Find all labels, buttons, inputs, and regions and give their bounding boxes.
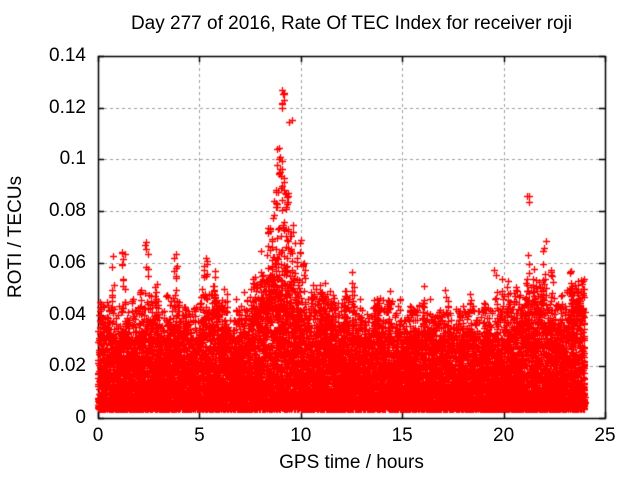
x-axis-label: GPS time / hours bbox=[279, 452, 424, 473]
chart-title: Day 277 of 2016, Rate Of TEC Index for r… bbox=[130, 13, 573, 34]
y-tick-label: 0.12 bbox=[49, 96, 86, 118]
x-tick-label: 0 bbox=[92, 425, 104, 446]
y-tick-label: 0 bbox=[75, 407, 86, 428]
y-tick-label: 0.04 bbox=[49, 303, 86, 325]
y-tick-label: 0.02 bbox=[49, 355, 86, 377]
x-tick-label: 20 bbox=[493, 425, 515, 446]
y-tick-label: 0.1 bbox=[59, 148, 86, 170]
y-axis-label: ROTI / TECUs bbox=[5, 175, 26, 299]
x-tick-label: 10 bbox=[290, 425, 312, 446]
y-tick-label: 0.14 bbox=[49, 45, 86, 66]
x-tick-label: 25 bbox=[594, 425, 616, 446]
y-tick-label: 0.08 bbox=[49, 200, 86, 222]
x-tick-label: 5 bbox=[194, 425, 205, 446]
x-tick-label: 15 bbox=[391, 425, 413, 446]
y-tick-label: 0.06 bbox=[49, 251, 86, 273]
